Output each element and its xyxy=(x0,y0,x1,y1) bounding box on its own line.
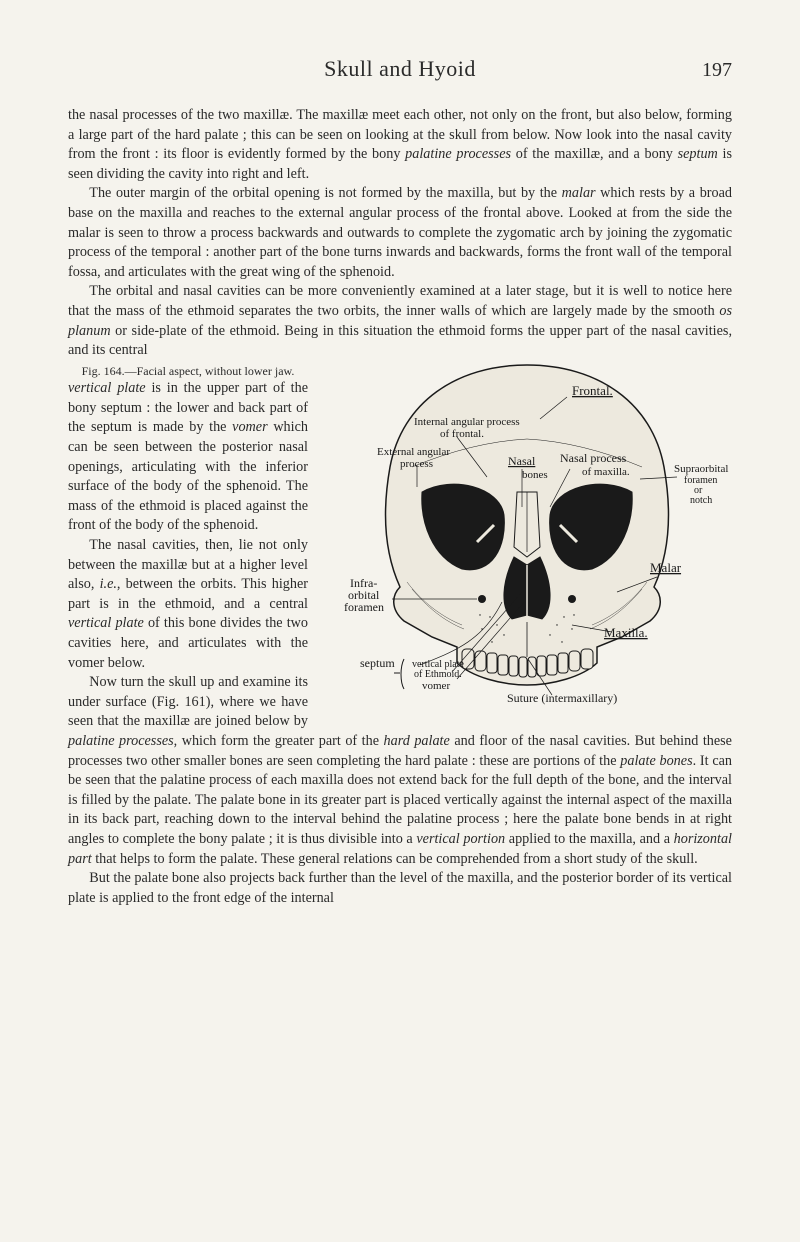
label-septum: septum xyxy=(360,656,395,670)
term-vertical-portion: vertical portion xyxy=(416,831,505,847)
label-foramen2: foramen xyxy=(344,600,384,614)
term-palate-bones: palate bones xyxy=(620,753,692,769)
label-internal-angular: Internal angular process xyxy=(414,416,520,428)
label-bones: bones xyxy=(522,469,548,481)
term-palatine-processes: palatine processes xyxy=(405,146,511,162)
label-notch: notch xyxy=(690,495,712,506)
label-vomer: vomer xyxy=(422,680,450,692)
text: The orbital and nasal cavities can be mo… xyxy=(68,283,732,319)
page-title: Skull and Hyoid xyxy=(116,56,684,82)
text: which can be seen between the posterior … xyxy=(68,419,308,533)
text: The outer margin of the orbital opening … xyxy=(89,185,561,201)
caption-text: —Facial aspect, without lower jaw. xyxy=(125,364,295,378)
term-vertical-plate: vertical plate xyxy=(68,380,146,396)
para-2: The outer margin of the orbital opening … xyxy=(68,184,732,282)
term-vertical-plate-2: vertical plate xyxy=(68,615,144,631)
figure-164: Frontal. Internal angular process of fro… xyxy=(322,347,732,707)
page-header: Skull and Hyoid 197 xyxy=(68,56,732,82)
term-palatine-processes-2: palatine processes xyxy=(68,733,174,749)
para-1: the nasal processes of the two maxillæ. … xyxy=(68,106,732,184)
term-hard-palate: hard palate xyxy=(384,733,450,749)
label-external-angular: External angular xyxy=(377,446,450,458)
label-nasal-process: Nasal process xyxy=(560,451,627,465)
text: , which form the greater part of the xyxy=(174,733,384,749)
label-process: process xyxy=(400,458,433,470)
text: Now turn the skull up and examine its un… xyxy=(68,674,308,729)
label-suture: Suture (intermaxillary) xyxy=(507,691,617,705)
para-3: The orbital and nasal cavities can be mo… xyxy=(68,282,732,360)
label-nasal: Nasal xyxy=(508,454,536,468)
page-number: 197 xyxy=(684,59,732,82)
label-frontal: Frontal. xyxy=(572,383,613,398)
text: of the maxillæ, and a bony xyxy=(511,146,678,162)
text: But the palate bone also projects back f… xyxy=(68,870,732,906)
term-ie: i.e. xyxy=(100,576,117,592)
caption-label: Fig. 164. xyxy=(82,364,125,378)
text: applied to the maxilla, and a xyxy=(505,831,674,847)
term-vomer: vomer xyxy=(232,419,267,435)
para-6: But the palate bone also projects back f… xyxy=(68,869,732,908)
label-of-ethmoid: of Ethmoid. xyxy=(414,669,462,680)
label-malar: Malar xyxy=(650,560,682,575)
label-of-frontal: of frontal. xyxy=(440,428,484,440)
text: that helps to form the palate. These gen… xyxy=(92,851,698,867)
label-of-maxilla: of maxilla. xyxy=(582,466,630,478)
body-text: the nasal processes of the two maxillæ. … xyxy=(68,106,732,908)
label-supraorbital: Supraorbital xyxy=(674,463,728,475)
term-malar: malar xyxy=(562,185,596,201)
skull-facial-illustration: Frontal. Internal angular process of fro… xyxy=(322,347,732,707)
term-septum: septum xyxy=(678,146,718,162)
label-maxilla: Maxilla. xyxy=(604,625,648,640)
